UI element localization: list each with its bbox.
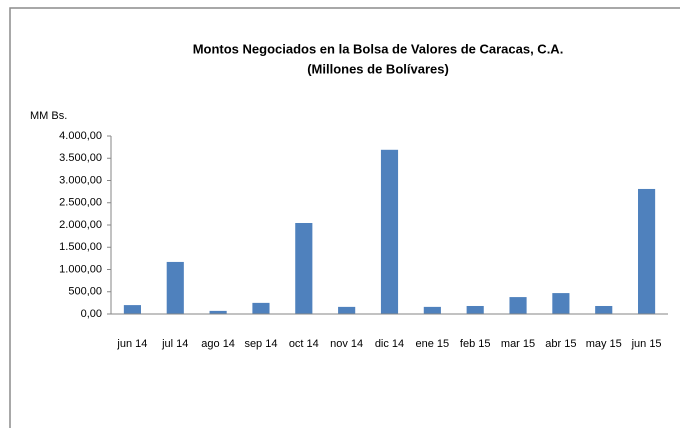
x-tick-label: ene 15 bbox=[416, 338, 450, 350]
x-tick-label: sep 14 bbox=[244, 338, 277, 350]
y-tick-label: 4.000,00 bbox=[59, 130, 102, 142]
bar bbox=[252, 302, 270, 314]
y-tick-label: 3.500,00 bbox=[59, 152, 102, 164]
x-tick-label: mar 15 bbox=[501, 338, 535, 350]
x-tick-label: feb 15 bbox=[460, 338, 491, 350]
x-tick-label: jun 14 bbox=[116, 338, 147, 350]
y-tick-label: 1.000,00 bbox=[59, 263, 102, 275]
y-tick-label: 1.500,00 bbox=[59, 241, 102, 253]
bar bbox=[552, 293, 570, 314]
bar bbox=[509, 297, 527, 314]
x-tick-label: dic 14 bbox=[375, 338, 404, 350]
bar bbox=[209, 310, 227, 314]
chart-subtitle: (Millones de Bolívares) bbox=[307, 61, 449, 76]
bar bbox=[638, 188, 656, 314]
y-tick-label: 2.500,00 bbox=[59, 197, 102, 209]
bar bbox=[166, 261, 184, 314]
x-tick-label: nov 14 bbox=[330, 338, 363, 350]
chart-title: Montos Negociados en la Bolsa de Valores… bbox=[193, 41, 564, 56]
y-axis-label: MM Bs. bbox=[30, 110, 67, 122]
x-tick-label: jun 15 bbox=[631, 338, 662, 350]
x-tick-label: ago 14 bbox=[201, 338, 235, 350]
x-tick-label: abr 15 bbox=[545, 338, 576, 350]
y-tick-label: 500,00 bbox=[68, 286, 102, 298]
x-tick-label: may 15 bbox=[586, 338, 622, 350]
bar bbox=[123, 305, 141, 314]
chart-frame bbox=[9, 7, 680, 428]
bar bbox=[423, 306, 441, 314]
y-tick-label: 2.000,00 bbox=[59, 219, 102, 231]
y-tick-label: 3.000,00 bbox=[59, 174, 102, 186]
bar bbox=[295, 222, 313, 314]
bar bbox=[380, 149, 399, 314]
x-tick-label: jul 14 bbox=[161, 338, 188, 350]
bar bbox=[338, 306, 356, 314]
bar bbox=[466, 305, 484, 314]
bar bbox=[595, 305, 613, 314]
y-tick-label: 0,00 bbox=[81, 308, 102, 320]
x-tick-label: oct 14 bbox=[289, 338, 319, 350]
